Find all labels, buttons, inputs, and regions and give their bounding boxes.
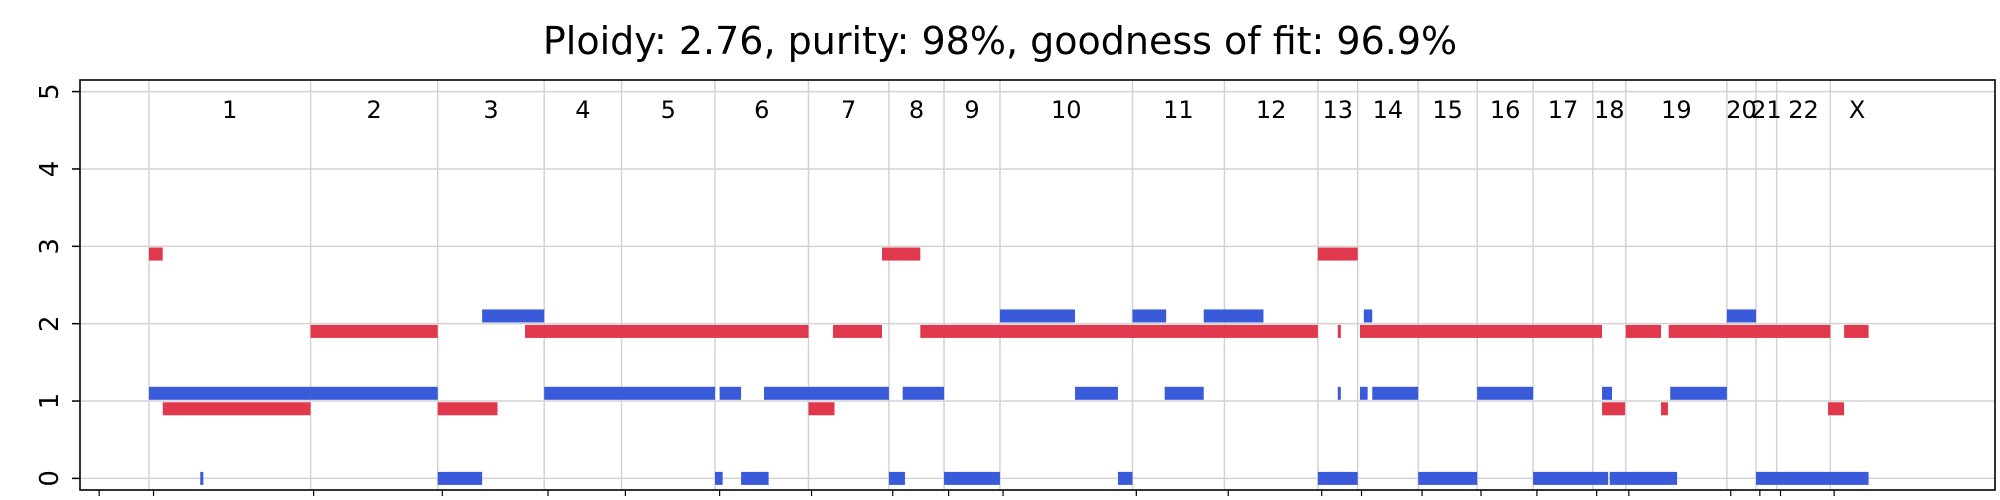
segments (148, 247, 1869, 485)
major-segment (920, 324, 1318, 338)
major-segment (1602, 402, 1626, 416)
major-segment (832, 324, 883, 338)
chromosome-label: 7 (841, 96, 856, 124)
minor-segment (741, 471, 769, 485)
plot-frame (79, 79, 1996, 491)
minor-segment (1337, 386, 1341, 400)
minor-segment (1602, 386, 1612, 400)
minor-segment (902, 386, 945, 400)
major-segment (1661, 402, 1668, 416)
chromosome-label: 15 (1432, 96, 1463, 124)
chromosome-label: 19 (1661, 96, 1692, 124)
minor-segment (1533, 471, 1609, 485)
minor-segment (437, 471, 483, 485)
chromosome-label: 4 (575, 96, 590, 124)
minor-segment (1117, 471, 1133, 485)
minor-segment (715, 471, 723, 485)
minor-segment (148, 386, 311, 400)
chromosome-label: 20 (1726, 96, 1757, 124)
chromosome-label: 10 (1051, 96, 1082, 124)
chromosome-label: 13 (1322, 96, 1353, 124)
grid-lines (80, 80, 1995, 490)
chromosome-label: 21 (1751, 96, 1782, 124)
minor-segment (1164, 386, 1204, 400)
chart-title: Ploidy: 2.76, purity: 98%, goodness of f… (543, 19, 1457, 63)
minor-segment (1670, 386, 1727, 400)
chromosome-label: 6 (754, 96, 769, 124)
chromosome-label: 18 (1594, 96, 1625, 124)
chromosome-label: 2 (367, 96, 382, 124)
minor-segment (1359, 386, 1368, 400)
chromosome-label: 9 (964, 96, 979, 124)
major-segment (1828, 402, 1845, 416)
minor-segment (1372, 386, 1419, 400)
major-segment (1844, 324, 1869, 338)
y-tick-label: 4 (35, 161, 65, 178)
major-segment (1668, 324, 1831, 338)
minor-segment (1418, 471, 1478, 485)
minor-segment (310, 386, 438, 400)
y-tick-label: 5 (35, 83, 65, 100)
minor-segment (200, 471, 204, 485)
minor-segment (719, 386, 742, 400)
y-tick-label: 3 (35, 238, 65, 255)
chromosome-label: 1 (222, 96, 237, 124)
minor-segment (1477, 386, 1534, 400)
major-segment (808, 402, 835, 416)
minor-segment (1075, 386, 1118, 400)
minor-segment (544, 386, 716, 400)
minor-segment (1726, 309, 1757, 323)
major-segment (882, 247, 921, 261)
chromosome-label: 22 (1788, 96, 1819, 124)
major-segment (525, 324, 809, 338)
minor-segment (888, 471, 905, 485)
y-tick-label: 2 (35, 315, 65, 332)
chromosome-label: 11 (1163, 96, 1194, 124)
y-tick-label: 0 (35, 470, 65, 487)
chromosome-label: 3 (483, 96, 498, 124)
y-tick-label: 1 (35, 393, 65, 410)
minor-segment (1609, 471, 1678, 485)
minor-segment (1132, 309, 1167, 323)
major-segment (148, 247, 163, 261)
minor-segment (1756, 471, 1869, 485)
major-segment (1359, 324, 1603, 338)
chromosome-label: 8 (909, 96, 924, 124)
major-segment (1337, 324, 1341, 338)
minor-segment (764, 386, 889, 400)
major-segment (162, 402, 311, 416)
minor-segment (944, 471, 1000, 485)
minor-segment (1203, 309, 1264, 323)
chromosome-label: 5 (661, 96, 676, 124)
minor-segment (1363, 309, 1373, 323)
chromosome-label: 16 (1490, 96, 1521, 124)
major-segment (1625, 324, 1662, 338)
chromosome-label: 17 (1548, 96, 1579, 124)
chromosome-label: 12 (1256, 96, 1287, 124)
minor-segment (1317, 471, 1358, 485)
minor-segment (482, 309, 545, 323)
chromosome-label: X (1849, 96, 1865, 124)
major-segment (1317, 247, 1358, 261)
major-segment (437, 402, 498, 416)
minor-segment (999, 309, 1076, 323)
major-segment (310, 324, 438, 338)
chromosome-label: 14 (1373, 96, 1404, 124)
